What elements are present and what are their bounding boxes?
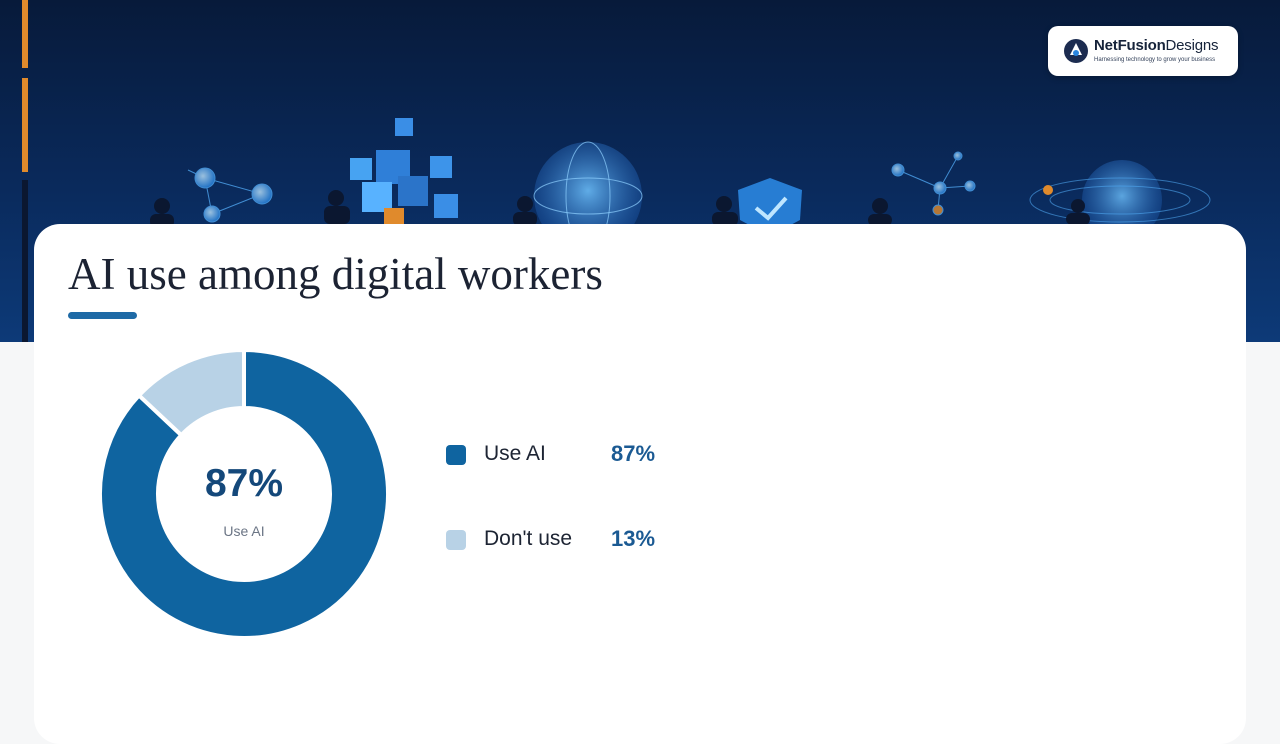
center-label: Use AI (223, 523, 265, 539)
side-accent (22, 180, 28, 342)
donut-chart (98, 347, 390, 640)
network-icon (891, 151, 976, 216)
side-accent (22, 0, 28, 68)
cubes-icon (350, 118, 458, 224)
legend-swatch (446, 530, 466, 550)
logo: NetFusionDesigns Harnessing technology t… (1048, 26, 1238, 76)
person-icon (150, 190, 1090, 228)
chart-card: AI use among digital workers 87% Use AI … (34, 224, 1246, 744)
side-accent (22, 78, 28, 172)
network-icon (187, 167, 273, 223)
legend-value: 87% (611, 441, 656, 466)
globe-icon (1029, 160, 1211, 240)
donut-slice-1 (136, 347, 246, 438)
logo-name: NetFusionDesigns (1094, 37, 1219, 54)
logo-tagline: Harnessing technology to grow your busin… (1094, 57, 1216, 63)
legend-item-dont-use: Don't use 13% (446, 525, 706, 553)
legend-label: Use AI (484, 442, 546, 465)
legend-label: Don't use (484, 527, 573, 550)
chart-legend: Use AI 87% Don't use 13% (446, 440, 706, 560)
legend-value: 13% (611, 526, 656, 551)
legend-swatch (446, 445, 466, 465)
title-underline (68, 312, 137, 319)
center-value: 87% (204, 462, 284, 505)
chart-title: AI use among digital workers (68, 249, 603, 299)
shield-icon (738, 178, 802, 236)
legend-item-use-ai: Use AI 87% (446, 440, 706, 468)
donut-slice-0 (98, 347, 390, 640)
logo-icon (1064, 39, 1088, 63)
